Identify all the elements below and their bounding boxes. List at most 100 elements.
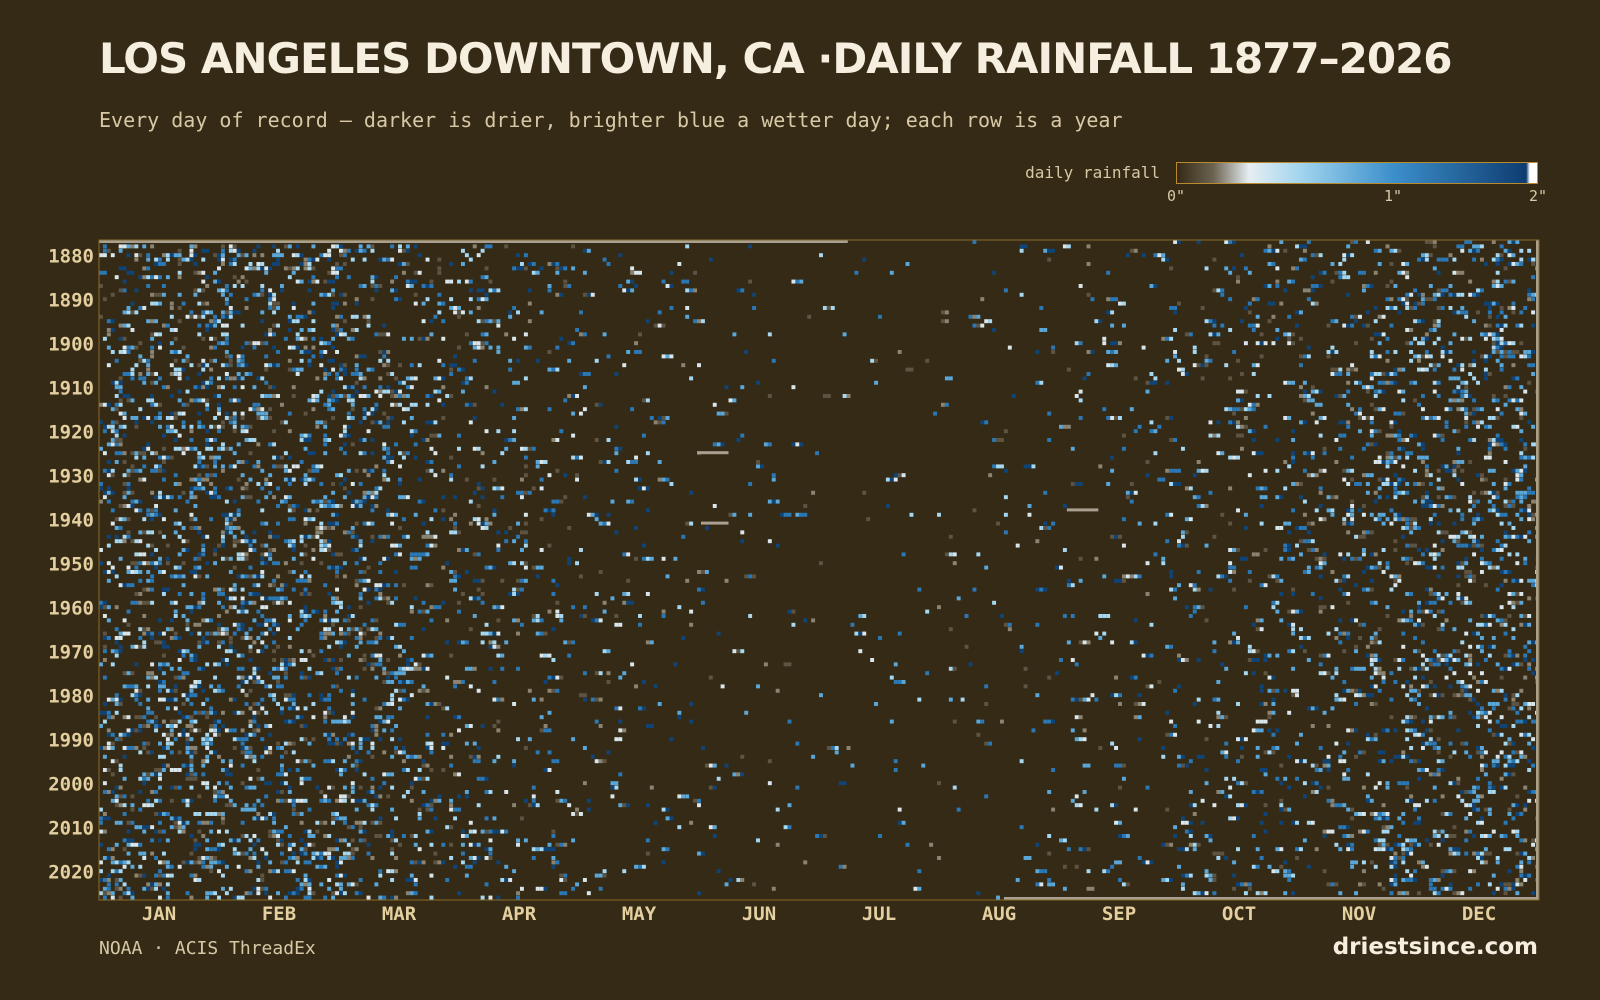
rain-day-cell: [724, 411, 729, 416]
rain-day-cell: [260, 552, 265, 557]
rain-day-cell: [1377, 372, 1382, 376]
rain-day-cell: [1302, 244, 1307, 249]
rain-day-cell: [398, 666, 402, 671]
rain-day-cell: [1397, 297, 1402, 302]
rain-day-cell: [614, 468, 619, 473]
rain-day-cell: [1405, 561, 1410, 566]
rain-day-cell: [1066, 244, 1071, 249]
rain-day-cell: [268, 288, 273, 293]
rain-day-cell: [1338, 262, 1343, 266]
rain-day-cell: [272, 649, 277, 654]
rain-day-cell: [1236, 424, 1240, 429]
rain-day-cell: [366, 521, 371, 526]
rain-day-cell: [319, 499, 324, 504]
rain-day-cell: [287, 482, 292, 486]
rain-day-cell: [1456, 658, 1461, 662]
rain-day-cell: [1283, 380, 1288, 385]
rain-day-cell: [1401, 644, 1406, 649]
rain-day-cell: [150, 336, 155, 341]
rain-day-cell: [1228, 420, 1233, 425]
rain-day-cell: [220, 539, 225, 544]
rain-day-cell: [590, 697, 595, 702]
rain-day-cell: [700, 600, 705, 605]
rain-day-cell: [657, 420, 662, 425]
rain-day-cell: [224, 372, 229, 376]
rain-day-cell: [272, 363, 277, 368]
rain-day-cell: [106, 248, 111, 253]
rain-day-cell: [547, 284, 552, 288]
rain-day-cell: [1472, 244, 1477, 249]
rain-day-cell: [146, 319, 151, 324]
rain-day-cell: [335, 512, 339, 517]
rain-day-cell: [240, 495, 245, 500]
rain-day-cell: [1432, 552, 1437, 557]
rain-day-cell: [1133, 429, 1138, 434]
rain-day-cell: [500, 495, 505, 500]
rain-day-cell: [236, 477, 241, 482]
rain-day-cell: [193, 622, 198, 627]
rain-day-cell: [1448, 341, 1453, 346]
rain-day-cell: [614, 451, 619, 456]
rain-day-cell: [1389, 433, 1394, 438]
rain-day-cell: [240, 688, 245, 693]
rain-day-cell: [279, 402, 284, 407]
rain-day-cell: [346, 411, 351, 416]
rain-day-cell: [480, 288, 485, 293]
rain-day-cell: [1495, 314, 1500, 319]
rain-day-cell: [311, 328, 316, 332]
rain-day-cell: [401, 248, 406, 253]
rain-day-cell: [468, 420, 473, 425]
rain-day-cell: [339, 363, 343, 368]
rain-day-cell: [319, 548, 324, 552]
rain-day-cell: [1350, 512, 1355, 517]
rain-day-cell: [130, 301, 135, 306]
rain-day-cell: [1239, 446, 1244, 451]
rain-day-cell: [1192, 587, 1197, 592]
rain-day-cell: [744, 350, 749, 354]
rain-day-cell: [209, 367, 214, 372]
rain-day-cell: [1106, 363, 1111, 368]
rain-day-cell: [252, 402, 257, 407]
rain-day-cell: [110, 490, 115, 495]
rain-day-cell: [700, 319, 705, 324]
rain-day-cell: [480, 592, 485, 596]
rain-day-cell: [555, 614, 560, 618]
rain-day-cell: [748, 614, 753, 618]
rain-day-cell: [740, 530, 745, 535]
rain-day-cell: [346, 275, 351, 280]
rain-day-cell: [1444, 464, 1449, 469]
rain-day-cell: [138, 688, 143, 693]
rain-day-cell: [374, 332, 379, 337]
rain-day-cell: [441, 468, 446, 473]
rain-day-cell: [315, 257, 320, 262]
rain-day-cell: [563, 398, 568, 403]
rain-day-cell: [1039, 380, 1044, 385]
rain-day-cell: [1145, 684, 1150, 689]
rain-day-cell: [201, 288, 206, 293]
rain-day-cell: [114, 640, 119, 645]
rain-day-cell: [303, 477, 308, 482]
rain-day-cell: [1365, 442, 1370, 447]
rain-day-cell: [1499, 618, 1504, 623]
rain-day-cell: [138, 354, 143, 359]
rain-day-cell: [342, 292, 347, 297]
rain-day-cell: [1409, 614, 1414, 618]
rain-day-cell: [1003, 288, 1008, 293]
rain-day-cell: [1279, 556, 1284, 561]
rain-day-cell: [1271, 262, 1276, 266]
rain-day-cell: [626, 499, 631, 504]
rain-day-cell: [1448, 600, 1453, 605]
rain-day-cell: [1417, 358, 1421, 363]
rain-day-cell: [653, 420, 658, 425]
rain-day-cell: [122, 517, 127, 522]
rain-day-cell: [272, 561, 277, 566]
rain-day-cell: [1452, 627, 1457, 632]
rain-day-cell: [350, 336, 355, 341]
rain-day-cell: [1432, 693, 1437, 698]
rain-day-cell: [492, 508, 497, 513]
rain-day-cell: [582, 385, 587, 390]
rain-day-cell: [539, 697, 544, 702]
rain-day-cell: [256, 680, 261, 684]
rain-day-cell: [323, 253, 328, 258]
rain-day-cell: [154, 451, 159, 456]
